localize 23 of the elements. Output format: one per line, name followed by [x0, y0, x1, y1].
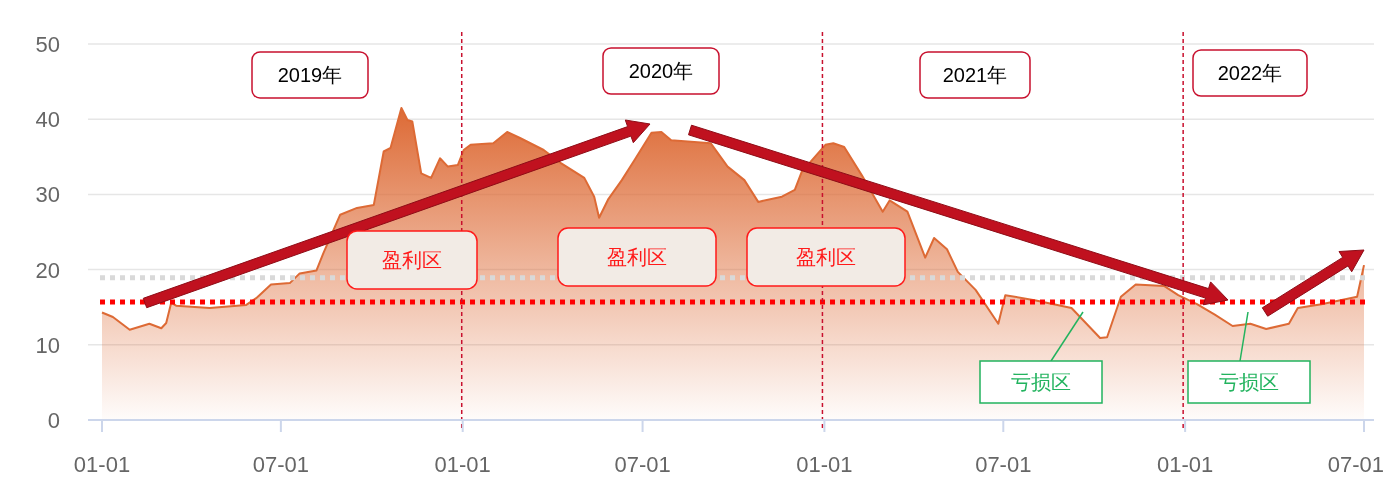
x-tick-label: 01-01 — [796, 452, 853, 477]
x-tick-label: 07-01 — [252, 452, 310, 477]
y-tick-label: 0 — [47, 408, 60, 433]
x-tick-label: 01-01 — [1156, 452, 1214, 477]
x-tick-label: 07-01 — [975, 452, 1032, 477]
y-tick-label: 40 — [35, 107, 60, 133]
y-tick-label: 50 — [35, 32, 60, 57]
x-tick-label: 07-01 — [614, 452, 671, 477]
x-tick-label: 07-01 — [1327, 452, 1384, 477]
y-tick-label: 20 — [35, 257, 60, 283]
y-tick-label: 10 — [35, 332, 60, 358]
x-tick-label: 01-01 — [434, 452, 491, 477]
annotation: 2020年 — [628, 60, 694, 83]
y-tick-label: 30 — [35, 182, 60, 208]
annotation: 盈利区 — [796, 246, 856, 269]
annotation: 2022年 — [1217, 62, 1283, 85]
annotation: 2019年 — [277, 64, 343, 87]
annotation: 2021年 — [942, 64, 1008, 87]
x-tick-label: 01-01 — [73, 452, 131, 477]
annotation: 亏损区 — [1219, 371, 1279, 394]
annotation: 盈利区 — [607, 246, 667, 269]
annotation: 亏损区 — [1011, 371, 1071, 394]
annotation: 盈利区 — [382, 249, 442, 272]
